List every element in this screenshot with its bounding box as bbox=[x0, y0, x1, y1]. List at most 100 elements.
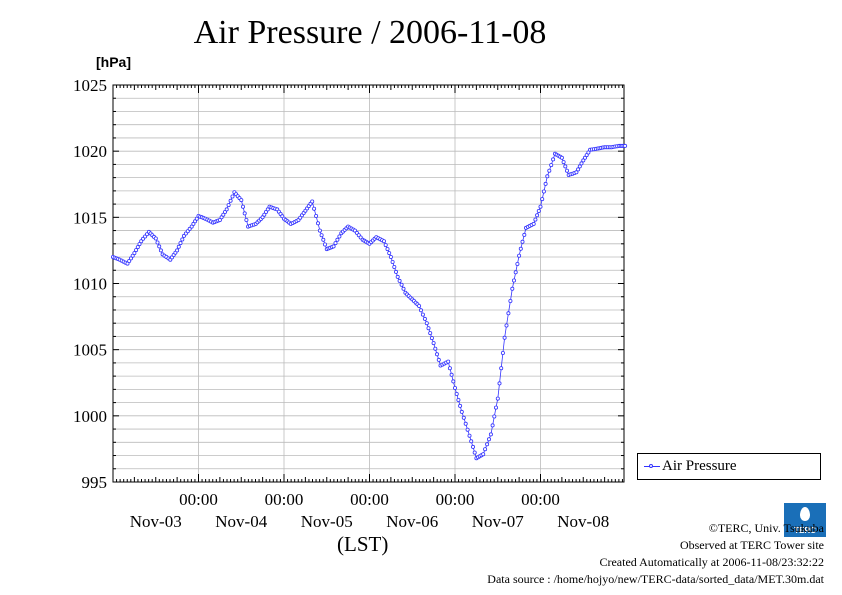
x-time-label: 00:00 bbox=[436, 490, 475, 509]
data-point bbox=[155, 240, 160, 245]
water-drop-icon bbox=[800, 507, 810, 521]
legend-label-air-pressure: Air Pressure bbox=[662, 458, 737, 474]
data-point bbox=[520, 239, 525, 244]
data-point bbox=[512, 278, 517, 283]
data-point bbox=[321, 237, 326, 242]
footer-created: Created Automatically at 2006-11-08/23:3… bbox=[599, 555, 824, 569]
data-point bbox=[176, 244, 181, 249]
y-tick-label: 1010 bbox=[73, 275, 107, 294]
data-point bbox=[424, 321, 429, 326]
data-point bbox=[623, 143, 628, 148]
data-point bbox=[194, 216, 199, 221]
data-point bbox=[387, 251, 392, 256]
data-point bbox=[493, 405, 498, 410]
data-point bbox=[132, 251, 137, 256]
data-point bbox=[399, 282, 404, 287]
data-point bbox=[538, 204, 543, 209]
data-point bbox=[463, 421, 468, 426]
data-point bbox=[551, 157, 556, 162]
y-tick-label: 1005 bbox=[73, 341, 107, 360]
data-point bbox=[461, 415, 466, 420]
data-point bbox=[401, 286, 406, 291]
data-point bbox=[137, 242, 142, 247]
data-point bbox=[565, 168, 570, 173]
data-point bbox=[506, 311, 511, 316]
data-point bbox=[452, 385, 457, 390]
data-point bbox=[422, 316, 427, 321]
data-point bbox=[540, 197, 545, 202]
data-point bbox=[383, 243, 388, 248]
data-point bbox=[331, 244, 336, 249]
data-point bbox=[447, 366, 452, 371]
data-point bbox=[180, 237, 185, 242]
data-point bbox=[459, 409, 464, 414]
data-point bbox=[504, 323, 509, 328]
data-point bbox=[574, 170, 579, 175]
data-point bbox=[230, 194, 235, 199]
data-point bbox=[240, 204, 245, 209]
x-day-label: Nov-05 bbox=[301, 512, 353, 531]
data-point bbox=[417, 303, 422, 308]
data-point bbox=[492, 414, 497, 419]
x-time-label: 00:00 bbox=[350, 490, 389, 509]
data-point bbox=[500, 350, 505, 355]
data-point bbox=[456, 397, 461, 402]
data-point bbox=[265, 207, 270, 212]
data-point bbox=[518, 246, 523, 251]
data-point bbox=[322, 242, 327, 247]
y-tick-label: 1020 bbox=[73, 142, 107, 161]
data-point bbox=[263, 209, 268, 214]
x-axis-label: (LST) bbox=[337, 532, 389, 556]
data-point bbox=[576, 167, 581, 172]
data-point bbox=[583, 155, 588, 160]
y-tick-label: 1025 bbox=[73, 76, 107, 95]
data-point bbox=[495, 396, 500, 401]
data-point bbox=[337, 234, 342, 239]
data-point bbox=[536, 208, 541, 213]
data-point bbox=[127, 258, 132, 263]
data-point bbox=[392, 264, 397, 269]
data-point bbox=[451, 379, 456, 384]
data-point bbox=[314, 213, 319, 218]
data-point bbox=[157, 244, 162, 249]
x-time-label: 00:00 bbox=[179, 490, 218, 509]
data-point bbox=[449, 372, 454, 377]
y-tick-label: 1015 bbox=[73, 208, 107, 227]
data-point bbox=[469, 439, 474, 444]
data-point bbox=[390, 259, 395, 264]
data-point bbox=[381, 239, 386, 244]
data-point bbox=[312, 206, 317, 211]
data-point bbox=[385, 247, 390, 252]
data-point bbox=[310, 199, 315, 204]
data-point bbox=[335, 237, 340, 242]
data-point bbox=[397, 278, 402, 283]
data-point bbox=[319, 233, 324, 238]
data-point bbox=[217, 217, 222, 222]
data-point bbox=[242, 211, 247, 216]
data-point bbox=[262, 212, 267, 217]
data-point bbox=[488, 432, 493, 437]
data-point bbox=[458, 403, 463, 408]
data-point bbox=[490, 423, 495, 428]
data-point bbox=[317, 228, 322, 233]
x-day-label: Nov-06 bbox=[386, 512, 438, 531]
data-point bbox=[454, 391, 459, 396]
x-time-label: 00:00 bbox=[265, 490, 304, 509]
data-point bbox=[543, 181, 548, 186]
data-point bbox=[433, 346, 438, 351]
data-point bbox=[533, 217, 538, 222]
data-point bbox=[135, 245, 140, 250]
data-point bbox=[333, 241, 338, 246]
data-point bbox=[486, 437, 491, 442]
data-point bbox=[175, 248, 180, 253]
footer-copyright: ©TERC, Univ. Tsukuba bbox=[708, 521, 824, 535]
data-point bbox=[226, 203, 231, 208]
data-point bbox=[579, 161, 584, 166]
legend: Air Pressure bbox=[637, 453, 821, 480]
data-point bbox=[426, 326, 431, 331]
data-point bbox=[429, 336, 434, 341]
data-point bbox=[418, 308, 423, 313]
data-point bbox=[481, 452, 486, 457]
data-point bbox=[470, 444, 475, 449]
data-point bbox=[541, 189, 546, 194]
